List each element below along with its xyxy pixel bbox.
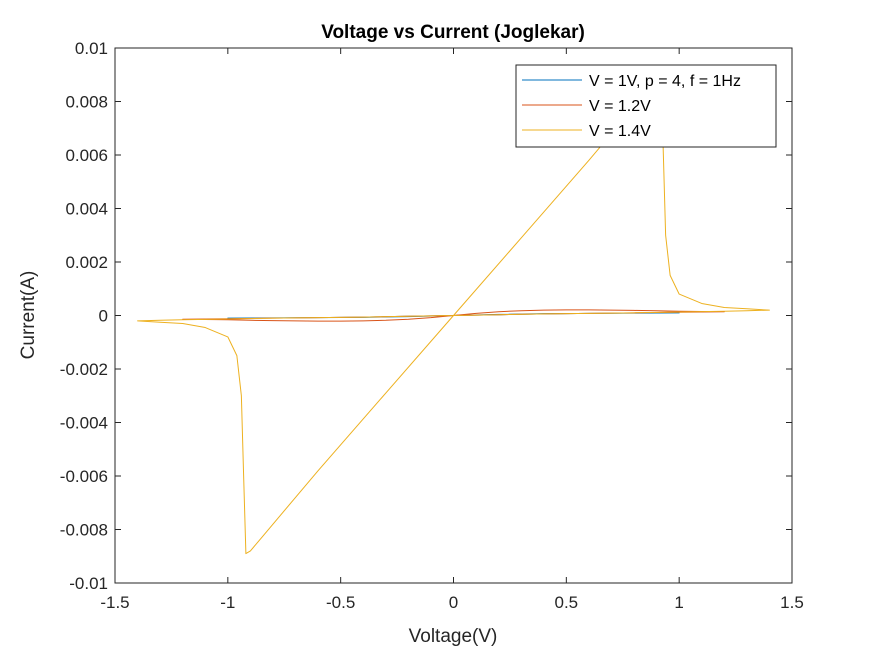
y-tick-label: -0.002 [60,360,108,379]
legend-box [515,64,777,148]
legend: V = 1V, p = 4, f = 1Hz V = 1.2V V = 1.4V [515,64,777,148]
legend-entry-2: V = 1.2V [589,98,651,115]
y-tick-label: 0.006 [65,146,108,165]
y-tick-label: 0 [99,307,108,326]
x-tick-label: -1.5 [100,593,129,612]
y-tick-label: 0.004 [65,200,108,219]
legend-entry-1: V = 1V, p = 4, f = 1Hz [589,73,741,90]
y-tick-label: 0.002 [65,253,108,272]
chart-title: Voltage vs Current (Joglekar) [321,22,585,43]
x-tick-label: -1 [220,593,235,612]
x-tick-label: 1 [674,593,683,612]
series-layer [137,76,770,555]
y-tick-label: 0.008 [65,93,108,112]
x-tick-label: 0 [449,593,458,612]
x-axis-label: Voltage(V) [409,626,498,647]
x-tick-label: -0.5 [326,593,355,612]
legend-entry-3: V = 1.4V [589,123,651,140]
y-tick-label: -0.006 [60,467,108,486]
y-axis-label: Current(A) [18,271,39,360]
y-tick-label: -0.004 [60,414,108,433]
x-tick-label: 0.5 [555,593,579,612]
y-axis-ticks: -0.01 -0.008 -0.006 -0.004 -0.002 0 0.002 0.004… [60,39,792,593]
y-tick-label: -0.008 [60,521,108,540]
y-tick-label: 0.01 [75,39,108,58]
x-axis-ticks: -1.5 -1 -0.5 0 0.5 1 1.5 [100,48,804,612]
series-line-3 [137,76,770,555]
x-tick-label: 1.5 [780,593,804,612]
y-tick-label: -0.01 [69,574,108,593]
